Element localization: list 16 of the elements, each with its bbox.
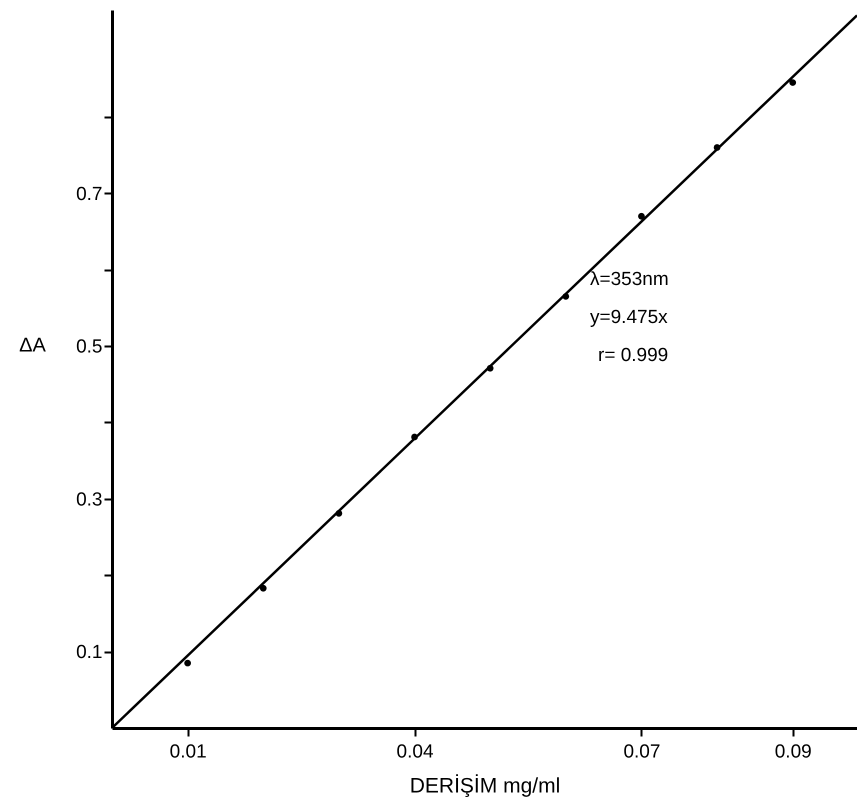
- x-tick-label: 0.04: [396, 742, 434, 762]
- x-tick-label: 0.09: [774, 742, 812, 762]
- x-tick-label: 0.01: [170, 742, 207, 762]
- x-axis-title: DERİŞİM mg/ml: [410, 774, 560, 798]
- y-tick-label: 0.5: [76, 336, 102, 358]
- x-tick-label: 0.07: [623, 742, 660, 762]
- y-axis-title: ΔA: [19, 334, 47, 356]
- annotation: y=9.475x: [590, 307, 668, 328]
- y-tick-label: 0.1: [76, 642, 102, 664]
- annotation: λ=353nm: [590, 269, 669, 290]
- point: [184, 660, 191, 666]
- y-tick-label: 0.7: [76, 184, 102, 205]
- annotation: r= 0.999: [598, 345, 668, 366]
- point: [789, 79, 796, 86]
- y-tick-label: 0.3: [76, 489, 102, 510]
- point: [638, 212, 645, 220]
